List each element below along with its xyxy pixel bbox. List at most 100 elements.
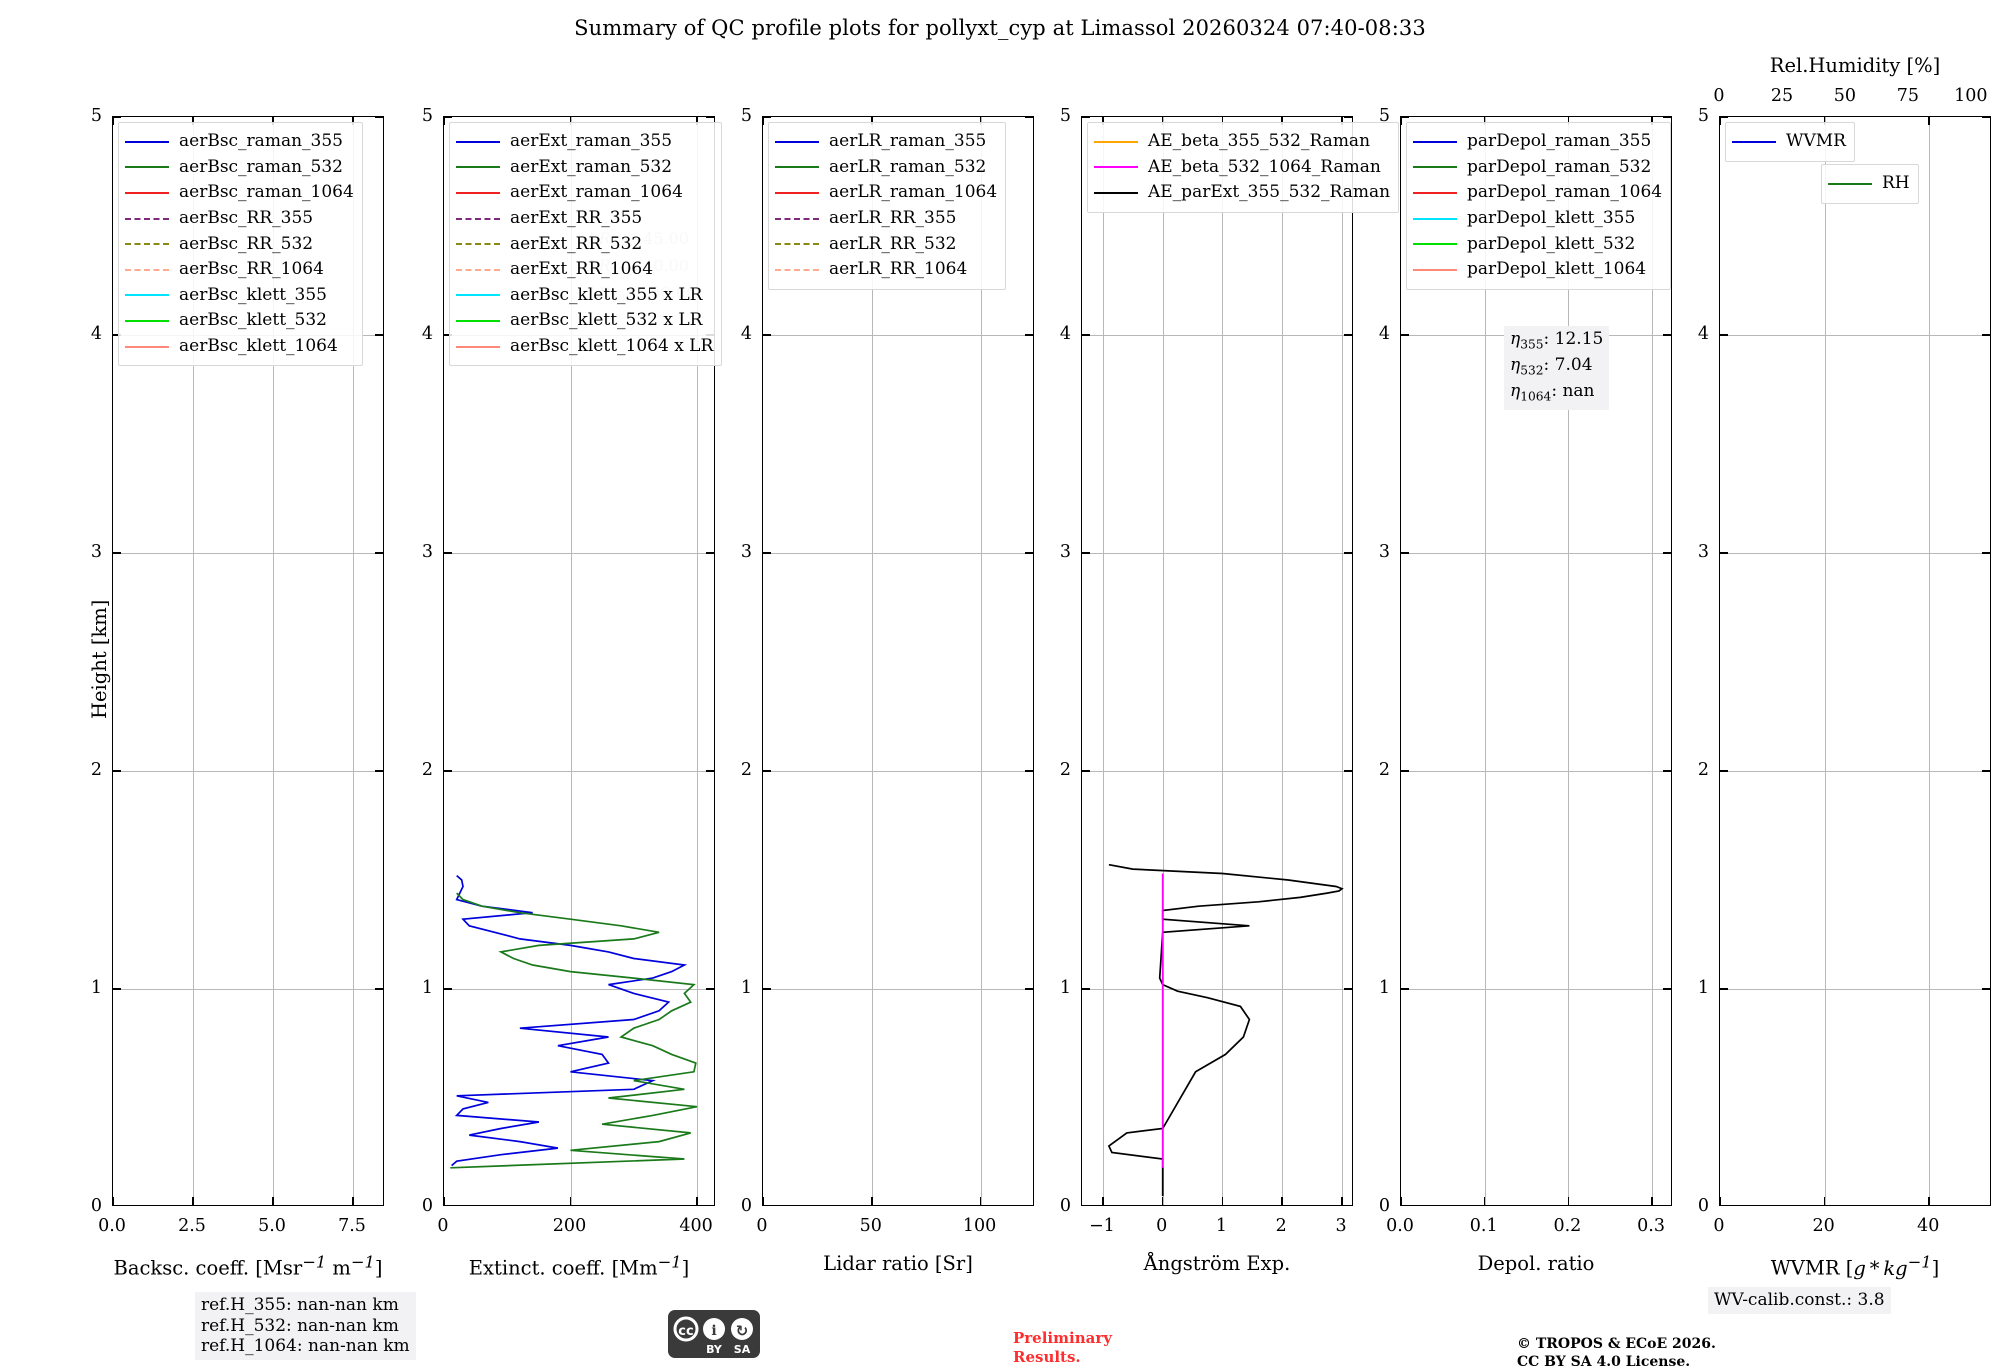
legend-swatch <box>1413 191 1457 194</box>
legend-swatch <box>775 217 819 220</box>
panel-wvmr[interactable] <box>1719 116 1991 1206</box>
legend-label: aerBsc_klett_532 x LR <box>510 310 703 331</box>
y-tick-label: 3 <box>421 542 433 562</box>
panel-depol-ratio[interactable] <box>1400 116 1672 1206</box>
legend-lidar-ratio[interactable]: aerLR_raman_355 aerLR_raman_532 aerLR_rama… <box>768 122 1007 290</box>
legend-label: aerLR_raman_1064 <box>829 182 998 203</box>
legend-wvmr[interactable]: WVMR <box>1725 122 1855 162</box>
x-tick-label: 3 <box>1335 1216 1347 1236</box>
y-tick-label: 3 <box>1059 542 1071 562</box>
y-tick-right <box>1025 770 1033 772</box>
legend-entry: aerBsc_klett_355 <box>125 283 354 309</box>
y-tick <box>1720 334 1728 336</box>
series-AE_parExt_355_532_Raman <box>1107 863 1344 1197</box>
gridline-horizontal <box>1082 553 1352 554</box>
panel-lidar-ratio[interactable] <box>762 116 1034 1206</box>
x-tick-label: 100 <box>962 1216 997 1236</box>
x-tick-top <box>1651 117 1653 125</box>
gridline-horizontal <box>763 335 1033 336</box>
legend-label: AE_beta_532_1064_Raman <box>1148 156 1381 177</box>
y-tick <box>113 117 121 118</box>
legend-swatch <box>125 319 169 322</box>
y-tick-right <box>1025 334 1033 336</box>
y-tick-label: 0 <box>1697 1196 1709 1216</box>
legend-extinction[interactable]: aerExt_raman_355 aerExt_raman_532 aerExt_r… <box>449 122 723 367</box>
legend-swatch <box>125 140 169 143</box>
x-tick-label: 400 <box>679 1216 713 1236</box>
y-tick-label: 5 <box>740 106 752 126</box>
legend-label: aerExt_RR_1064 <box>510 259 654 280</box>
x-tick <box>1928 1197 1931 1205</box>
gridline-horizontal <box>1720 771 1990 772</box>
gridline-vertical <box>273 117 274 1205</box>
gridline-horizontal <box>1082 335 1352 336</box>
gridline-vertical <box>1342 117 1344 1205</box>
x-axis-title: Ångström Exp. <box>1143 1252 1291 1275</box>
gridline-horizontal <box>1720 989 1990 990</box>
legend-label: parDepol_klett_355 <box>1467 208 1636 229</box>
legend-label: WVMR <box>1786 131 1846 152</box>
legend-label: aerBsc_raman_355 <box>179 131 343 152</box>
y-tick <box>763 988 771 990</box>
legend-entry: aerBsc_RR_355 <box>125 206 354 232</box>
x-tick <box>444 1197 445 1205</box>
legend-entry: aerBsc_klett_355 x LR <box>456 283 713 309</box>
legend-label: aerBsc_klett_1064 <box>179 336 338 357</box>
x-tick <box>1823 1197 1826 1205</box>
y-tick-right <box>375 117 383 118</box>
y-tick-right <box>375 552 383 554</box>
legend-entry: aerBsc_raman_532 <box>125 155 354 181</box>
legend-wvmr-secondary[interactable]: RH <box>1821 164 1919 204</box>
legend-label: parDepol_klett_1064 <box>1467 259 1647 280</box>
y-tick-right <box>1982 117 1990 118</box>
legend-backscatter[interactable]: aerBsc_raman_355 aerBsc_raman_532 aerBsc_r… <box>118 122 363 367</box>
x-axis-title: Extinct. coeff. [Mm−1] <box>468 1252 690 1280</box>
legend-swatch <box>775 191 819 194</box>
eta-annotation: η355: 12.15 η532: 7.04 η1064: nan <box>1504 326 1610 410</box>
y-tick-right <box>1663 334 1671 336</box>
x-tick <box>1567 1197 1570 1205</box>
legend-label: AE_beta_355_532_Raman <box>1148 131 1371 152</box>
x-tick-top <box>1341 117 1343 125</box>
legend-entry: aerBsc_klett_532 x LR <box>456 308 713 334</box>
gridline-horizontal <box>1401 989 1671 990</box>
x-tick-top <box>272 117 274 125</box>
legend-label: parDepol_klett_532 <box>1467 233 1636 254</box>
x-tick-top <box>979 117 982 125</box>
annotation-line: η1064: nan <box>1510 380 1595 404</box>
x-axis-title: Backsc. coeff. [Msr−1 m−1] <box>113 1252 383 1280</box>
legend-entry: parDepol_raman_1064 <box>1413 180 1662 206</box>
preliminary-line-1: Preliminary <box>1013 1329 1112 1347</box>
x-tick-label: 50 <box>859 1216 882 1236</box>
x-tick-top <box>1483 117 1486 125</box>
legend-swatch <box>1413 140 1457 143</box>
x-tick-top <box>113 117 114 125</box>
wv-calibration-annotation: WV-calib.const.: 3.8 <box>1708 1287 1891 1314</box>
legend-entry: aerBsc_raman_1064 <box>125 180 354 206</box>
y-tick <box>444 770 452 772</box>
legend-label: parDepol_raman_355 <box>1467 131 1652 152</box>
gridline-horizontal <box>113 553 383 554</box>
legend-depol-ratio[interactable]: parDepol_raman_355 parDepol_raman_532 parD… <box>1406 122 1672 290</box>
legend-swatch <box>1413 268 1457 271</box>
legend-entry: aerBsc_klett_1064 x LR <box>456 334 713 360</box>
y-tick <box>444 117 452 118</box>
legend-entry: AE_beta_532_1064_Raman <box>1094 155 1390 181</box>
legend-angstrom[interactable]: AE_beta_355_532_Raman AE_beta_532_1064_Ra… <box>1087 122 1400 213</box>
legend-swatch <box>1828 182 1872 185</box>
y-tick <box>763 552 771 554</box>
y-tick <box>1082 988 1090 990</box>
y-tick-right <box>1344 770 1352 772</box>
x-tick-label: 0.0 <box>98 1216 126 1236</box>
y-tick <box>444 334 452 336</box>
legend-entry: aerLR_raman_1064 <box>775 180 997 206</box>
y-tick-right <box>706 117 714 118</box>
y-tick-right <box>1025 988 1033 990</box>
y-tick-right <box>1982 770 1990 772</box>
panel-angstrom[interactable] <box>1081 116 1353 1206</box>
legend-swatch <box>1413 243 1457 246</box>
x-axis-title: WVMR [g * kg−1] <box>1770 1252 1940 1280</box>
legend-entry: aerExt_raman_1064 <box>456 180 713 206</box>
x-tick-top <box>1823 117 1826 125</box>
